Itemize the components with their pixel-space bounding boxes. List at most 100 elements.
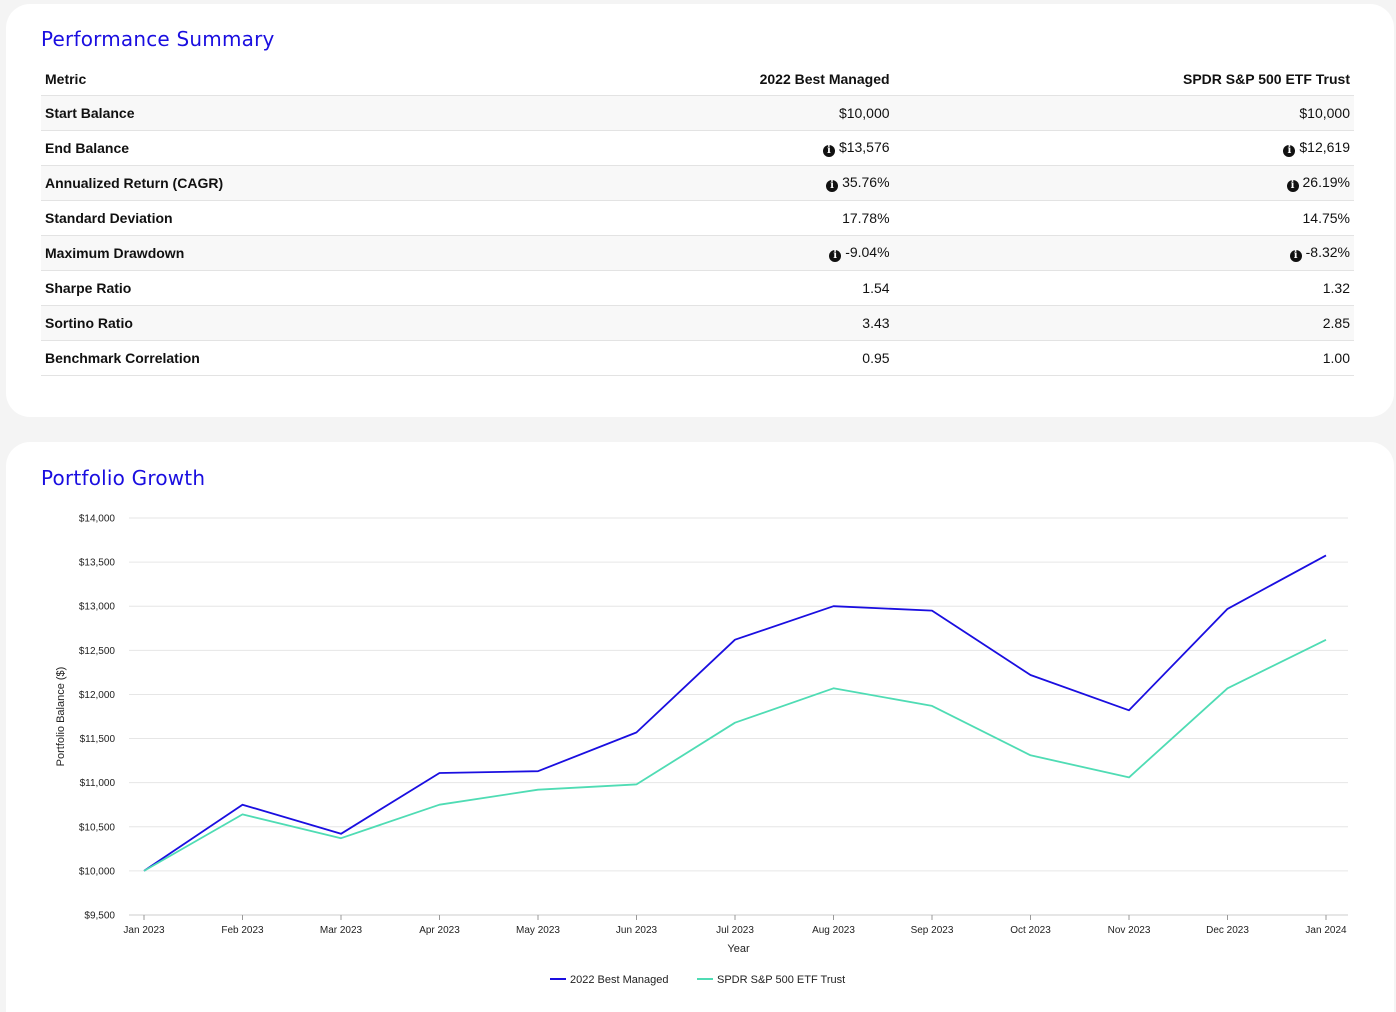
x-tick-label: Nov 2023 <box>1108 925 1151 936</box>
y-tick-label: $9,500 <box>84 911 115 922</box>
data-point[interactable] <box>633 780 641 788</box>
data-point[interactable] <box>830 684 838 692</box>
metric-name: Annualized Return (CAGR) <box>41 165 531 201</box>
benchmark-value-cell: i -8.32% <box>893 235 1354 271</box>
x-axis-title: Year <box>727 943 750 955</box>
x-tick-label: Jul 2023 <box>716 925 754 936</box>
column-header-portfolio: 2022 Best Managed <box>530 63 894 96</box>
data-point[interactable] <box>1322 551 1330 559</box>
data-point[interactable] <box>534 786 542 794</box>
data-point[interactable] <box>1125 773 1133 781</box>
metric-value: 14.75% <box>1302 210 1350 226</box>
metric-value: $10,000 <box>838 105 890 121</box>
metric-value: 2.85 <box>1322 315 1350 331</box>
legend-label[interactable]: 2022 Best Managed <box>570 974 668 986</box>
y-axis-title: Portfolio Balance ($) <box>55 667 67 767</box>
data-point[interactable] <box>1224 605 1232 613</box>
benchmark-value-cell: 14.75% <box>893 200 1354 236</box>
x-tick-label: Dec 2023 <box>1206 925 1249 936</box>
x-tick-label: Apr 2023 <box>419 925 460 936</box>
metric-value: $10,000 <box>1299 105 1350 121</box>
data-point[interactable] <box>1027 751 1035 759</box>
metric-value: 35.76% <box>842 174 890 190</box>
table-row: Sortino Ratio 3.43 2.85 <box>41 305 1354 341</box>
portfolio-value-cell: $10,000 <box>530 95 894 131</box>
data-point[interactable] <box>928 607 936 615</box>
data-point[interactable] <box>1322 636 1330 644</box>
data-point[interactable] <box>140 867 148 875</box>
metric-value: 0.95 <box>862 350 890 366</box>
y-tick-label: $13,000 <box>79 602 116 613</box>
metric-name: Sortino Ratio <box>41 305 531 341</box>
y-tick-label: $10,500 <box>79 822 116 833</box>
metric-name: Sharpe Ratio <box>41 270 531 306</box>
table-row: Start Balance $10,000 $10,000 <box>41 95 1354 131</box>
info-circle-icon[interactable]: i <box>1286 180 1299 192</box>
table-row: Annualized Return (CAGR) i 35.76% i 26.19% <box>41 165 1354 201</box>
data-point[interactable] <box>239 801 247 809</box>
metric-name: Maximum Drawdown <box>41 235 531 271</box>
portfolio-value-cell: 3.43 <box>530 305 894 341</box>
portfolio-value-cell: 1.54 <box>530 270 894 306</box>
portfolio-value-cell: 0.95 <box>530 340 894 376</box>
info-circle-icon[interactable]: i <box>1283 145 1296 157</box>
x-tick-label: Jan 2024 <box>1305 925 1347 936</box>
legend-label[interactable]: SPDR S&P 500 ETF Trust <box>717 974 845 986</box>
data-point[interactable] <box>1125 706 1133 714</box>
benchmark-value-cell: $10,000 <box>893 95 1354 131</box>
x-tick-label: Mar 2023 <box>320 925 363 936</box>
benchmark-value-cell: 2.85 <box>893 305 1354 341</box>
portfolio-value-cell: 17.78% <box>530 200 894 236</box>
table-row: Sharpe Ratio 1.54 1.32 <box>41 270 1354 306</box>
x-tick-label: May 2023 <box>516 925 560 936</box>
column-header-metric: Metric <box>41 63 531 96</box>
data-point[interactable] <box>337 834 345 842</box>
metric-value: -8.32% <box>1305 244 1350 260</box>
x-tick-label: Jan 2023 <box>123 925 165 936</box>
data-point[interactable] <box>239 810 247 818</box>
data-point[interactable] <box>928 702 936 710</box>
table-header-row: Metric 2022 Best Managed SPDR S&P 500 ET… <box>41 63 1354 96</box>
y-tick-label: $11,000 <box>80 778 116 789</box>
metric-value: 1.54 <box>862 280 890 296</box>
data-point[interactable] <box>731 719 739 727</box>
benchmark-value-cell: 1.32 <box>893 270 1354 306</box>
performance-summary-title: Performance Summary <box>41 27 275 51</box>
x-tick-label: Oct 2023 <box>1010 925 1051 936</box>
table-row: End Balance i $13,576 i $12,619 <box>41 130 1354 166</box>
column-header-benchmark: SPDR S&P 500 ETF Trust <box>893 63 1354 96</box>
data-point[interactable] <box>1224 684 1232 692</box>
performance-summary-rows: Start Balance $10,000 $10,000 End Balance i $… <box>41 95 1354 376</box>
data-point[interactable] <box>534 767 542 775</box>
performance-summary-table: Metric 2022 Best Managed SPDR S&P 500 ET… <box>41 63 1354 376</box>
y-tick-label: $12,000 <box>79 690 116 701</box>
benchmark-value-cell: i 26.19% <box>893 165 1354 201</box>
portfolio-growth-title: Portfolio Growth <box>41 466 206 490</box>
portfolio-value-cell: i $13,576 <box>530 130 894 166</box>
info-circle-icon[interactable]: i <box>1289 250 1302 262</box>
metric-value: 1.32 <box>1322 280 1350 296</box>
table-row: Standard Deviation 17.78% 14.75% <box>41 200 1354 236</box>
portfolio-growth-chart: $9,500 $10,000 $10,500 $11,000 $11,500 $12,00… <box>55 514 1348 986</box>
metric-value: 26.19% <box>1302 174 1350 190</box>
data-point[interactable] <box>436 769 444 777</box>
y-tick-label: $11,500 <box>80 734 116 745</box>
info-circle-icon[interactable]: i <box>822 145 835 157</box>
benchmark-value-cell: i $12,619 <box>893 130 1354 166</box>
series-line-portfolio <box>143 554 1327 872</box>
data-point[interactable] <box>436 801 444 809</box>
metric-name: End Balance <box>41 130 531 166</box>
x-tick-label: Jun 2023 <box>616 925 658 936</box>
info-circle-icon[interactable]: i <box>826 180 839 192</box>
data-point[interactable] <box>633 728 641 736</box>
benchmark-value-cell: 1.00 <box>893 340 1354 376</box>
metric-value: 1.00 <box>1322 350 1350 366</box>
data-point[interactable] <box>1027 671 1035 679</box>
data-point[interactable] <box>830 602 838 610</box>
metric-name: Benchmark Correlation <box>41 340 531 376</box>
y-tick-label: $13,500 <box>79 558 116 569</box>
info-circle-icon[interactable]: i <box>829 250 842 262</box>
metric-value: 17.78% <box>842 210 890 226</box>
portfolio-value-cell: i 35.76% <box>530 165 894 201</box>
data-point[interactable] <box>731 636 739 644</box>
